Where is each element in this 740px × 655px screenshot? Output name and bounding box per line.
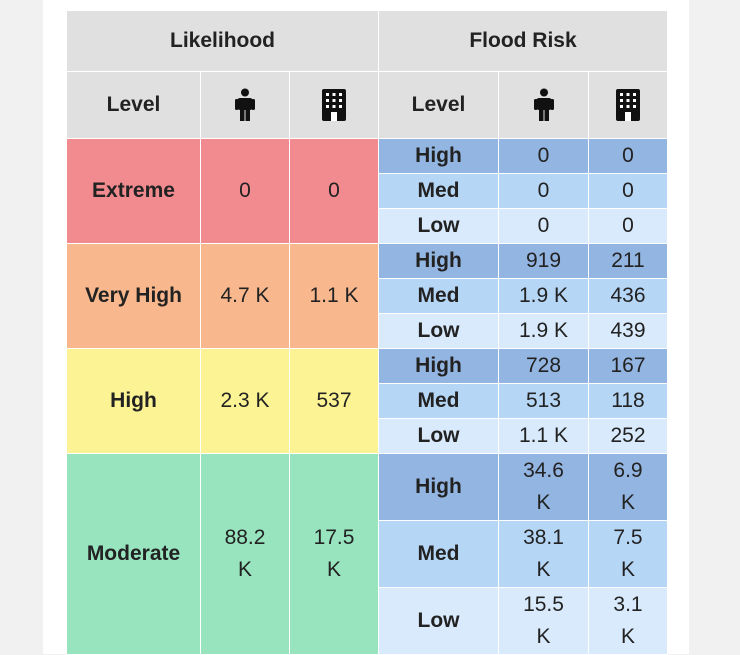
flood-level-cell: Med	[378, 383, 499, 419]
flood-people-cell: 0	[498, 208, 589, 244]
flood-level-cell: Med	[378, 173, 499, 209]
flood-buildings-cell: 0	[588, 138, 668, 174]
flood-buildings-cell: 0	[588, 173, 668, 209]
flood-people-cell: 728	[498, 348, 589, 384]
flood-buildings-cell: 436	[588, 278, 668, 314]
flood-level-cell: Med	[378, 278, 499, 314]
flood-level-cell: High	[378, 453, 499, 521]
flood-people-value: 34.6 K	[523, 459, 564, 514]
flood-level-cell: High	[378, 243, 499, 279]
likelihood-people-cell: 88.2 K	[200, 453, 290, 655]
flood-buildings-value: 6.9 K	[613, 459, 643, 514]
flood-people-value: 38.1 K	[523, 526, 564, 581]
flood-people-cell: 1.1 K	[498, 418, 589, 454]
flood-level-cell: Low	[378, 587, 499, 655]
likelihood-buildings-header	[289, 71, 379, 139]
likelihood-buildings-value: 17.5 K	[313, 526, 355, 581]
likelihood-people-header	[200, 71, 290, 139]
table-row: High 2.3 K 537 High 728 167	[66, 348, 668, 454]
flood-buildings-cell: 167	[588, 348, 668, 384]
flood-people-cell: 0	[498, 173, 589, 209]
table-row: Low 1.1 K 252	[67, 418, 668, 454]
flood-level-cell: Low	[378, 418, 499, 454]
flood-buildings-cell: 439	[588, 313, 668, 349]
table-row: Moderate 88.2 K 17.5 K High 34.6 K 6.9 K	[66, 453, 668, 655]
flood-buildings-cell: 6.9 K	[588, 453, 668, 521]
flood-buildings-value: 7.5 K	[613, 526, 643, 581]
flood-risk-table: Likelihood Flood Risk Level	[66, 10, 668, 655]
flood-people-cell: 919	[498, 243, 589, 279]
table-row: Med 1.9 K 436	[67, 278, 668, 314]
flood-buildings-cell: 252	[588, 418, 668, 454]
flood-buildings-cell: 0	[588, 208, 668, 244]
flood-buildings-cell: 3.1 K	[588, 587, 668, 655]
likelihood-people-cell: 2.3 K	[200, 348, 290, 454]
flood-level-cell: Low	[378, 208, 499, 244]
likelihood-buildings-cell: 17.5 K	[289, 453, 379, 655]
likelihood-header: Likelihood	[66, 10, 379, 72]
table-row: Extreme 0 0 High 0 0	[66, 138, 668, 244]
flood-risk-level-header: Level	[378, 71, 499, 139]
person-icon	[235, 88, 255, 121]
likelihood-people-cell: 0	[200, 138, 290, 244]
likelihood-level-cell: Very High	[66, 243, 201, 349]
table-row: Low 15.5 K 3.1 K	[67, 587, 668, 655]
table-row: Low 0 0	[67, 208, 668, 244]
flood-people-cell: 15.5 K	[498, 587, 589, 655]
flood-people-value: 15.5 K	[523, 593, 564, 648]
flood-buildings-cell: 211	[588, 243, 668, 279]
flood-people-cell: 34.6 K	[498, 453, 589, 521]
flood-buildings-cell: 118	[588, 383, 668, 419]
flood-risk-people-header	[498, 71, 589, 139]
flood-level-cell: High	[378, 348, 499, 384]
flood-people-cell: 513	[498, 383, 589, 419]
flood-people-cell: 0	[498, 138, 589, 174]
building-icon	[616, 89, 640, 121]
table-row: Med 38.1 K 7.5 K	[67, 520, 668, 588]
likelihood-level-cell: Moderate	[66, 453, 201, 655]
likelihood-level-cell: High	[66, 348, 201, 454]
flood-level-cell: Med	[378, 520, 499, 588]
table-row: Very High 4.7 K 1.1 K High 919 211	[66, 243, 668, 349]
flood-level-cell: High	[378, 138, 499, 174]
likelihood-buildings-cell: 537	[289, 348, 379, 454]
likelihood-level-cell: Extreme	[66, 138, 201, 244]
table-row: Med 0 0	[67, 173, 668, 209]
likelihood-buildings-cell: 0	[289, 138, 379, 244]
flood-people-cell: 38.1 K	[498, 520, 589, 588]
flood-risk-header: Flood Risk	[378, 10, 668, 72]
flood-people-cell: 1.9 K	[498, 313, 589, 349]
building-icon	[322, 89, 346, 121]
likelihood-level-header: Level	[66, 71, 201, 139]
person-icon	[533, 88, 554, 121]
flood-people-cell: 1.9 K	[498, 278, 589, 314]
likelihood-people-cell: 4.7 K	[200, 243, 290, 349]
likelihood-buildings-cell: 1.1 K	[289, 243, 379, 349]
likelihood-people-value: 88.2 K	[224, 526, 266, 581]
flood-level-cell: Low	[378, 313, 499, 349]
table-row: Med 513 118	[67, 383, 668, 419]
flood-buildings-value: 3.1 K	[613, 593, 643, 648]
flood-buildings-cell: 7.5 K	[588, 520, 668, 588]
flood-risk-buildings-header	[588, 71, 668, 139]
